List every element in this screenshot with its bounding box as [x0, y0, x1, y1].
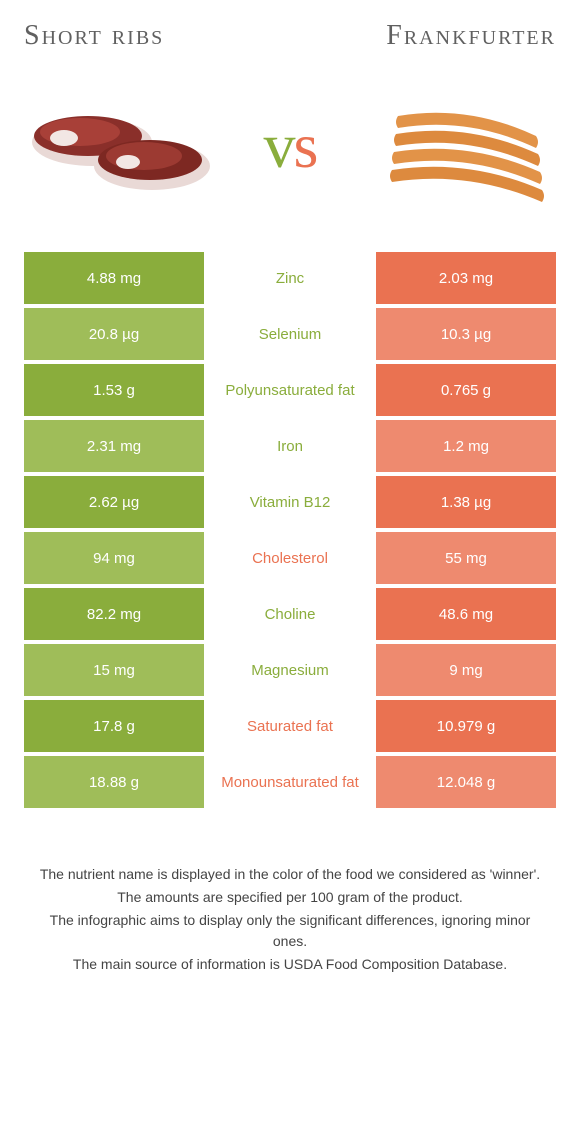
left-value: 4.88 mg — [24, 252, 204, 304]
comparison-table: 4.88 mg Zinc 2.03 mg 20.8 µg Selenium 10… — [24, 252, 556, 808]
nutrient-label: Cholesterol — [204, 532, 376, 584]
nutrient-label: Vitamin B12 — [204, 476, 376, 528]
vs-row: vs — [24, 76, 556, 216]
left-value: 20.8 µg — [24, 308, 204, 360]
table-row: 18.88 g Monounsaturated fat 12.048 g — [24, 756, 556, 808]
right-value: 10.979 g — [376, 700, 556, 752]
nutrient-label: Choline — [204, 588, 376, 640]
footer-line: The main source of information is USDA F… — [32, 954, 548, 975]
left-value: 94 mg — [24, 532, 204, 584]
table-row: 4.88 mg Zinc 2.03 mg — [24, 252, 556, 304]
footer-line: The infographic aims to display only the… — [32, 910, 548, 952]
nutrient-label: Zinc — [204, 252, 376, 304]
right-value: 55 mg — [376, 532, 556, 584]
table-row: 2.31 mg Iron 1.2 mg — [24, 420, 556, 472]
right-value: 1.38 µg — [376, 476, 556, 528]
table-row: 15 mg Magnesium 9 mg — [24, 644, 556, 696]
right-food-title: Frankfurter — [386, 20, 556, 52]
left-value: 82.2 mg — [24, 588, 204, 640]
table-row: 17.8 g Saturated fat 10.979 g — [24, 700, 556, 752]
left-value: 2.31 mg — [24, 420, 204, 472]
frankfurter-image — [368, 76, 548, 216]
vs-v: v — [264, 110, 294, 181]
right-value: 12.048 g — [376, 756, 556, 808]
nutrient-label: Saturated fat — [204, 700, 376, 752]
header: Short ribs Frankfurter — [24, 20, 556, 52]
footer-line: The amounts are specified per 100 gram o… — [32, 887, 548, 908]
nutrient-label: Iron — [204, 420, 376, 472]
left-food-title: Short ribs — [24, 20, 164, 52]
nutrient-label: Monounsaturated fat — [204, 756, 376, 808]
footer-line: The nutrient name is displayed in the co… — [32, 864, 548, 885]
right-value: 48.6 mg — [376, 588, 556, 640]
left-value: 2.62 µg — [24, 476, 204, 528]
table-row: 20.8 µg Selenium 10.3 µg — [24, 308, 556, 360]
footer-notes: The nutrient name is displayed in the co… — [24, 864, 556, 975]
left-value: 17.8 g — [24, 700, 204, 752]
right-value: 1.2 mg — [376, 420, 556, 472]
vs-label: vs — [264, 109, 317, 183]
nutrient-label: Polyunsaturated fat — [204, 364, 376, 416]
left-value: 1.53 g — [24, 364, 204, 416]
table-row: 82.2 mg Choline 48.6 mg — [24, 588, 556, 640]
right-value: 10.3 µg — [376, 308, 556, 360]
table-row: 94 mg Cholesterol 55 mg — [24, 532, 556, 584]
right-value: 2.03 mg — [376, 252, 556, 304]
table-row: 1.53 g Polyunsaturated fat 0.765 g — [24, 364, 556, 416]
right-value: 9 mg — [376, 644, 556, 696]
table-row: 2.62 µg Vitamin B12 1.38 µg — [24, 476, 556, 528]
left-value: 15 mg — [24, 644, 204, 696]
vs-s: s — [294, 110, 317, 181]
right-value: 0.765 g — [376, 364, 556, 416]
short-ribs-image — [32, 76, 212, 216]
left-value: 18.88 g — [24, 756, 204, 808]
infographic-container: Short ribs Frankfurter vs — [0, 0, 580, 997]
nutrient-label: Magnesium — [204, 644, 376, 696]
nutrient-label: Selenium — [204, 308, 376, 360]
